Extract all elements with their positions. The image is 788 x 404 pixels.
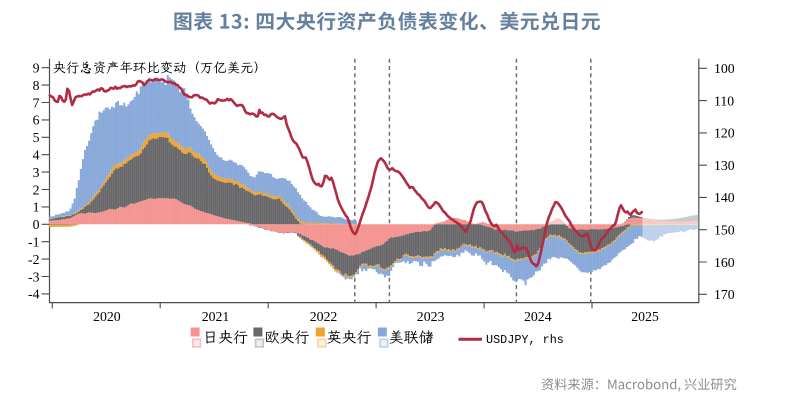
svg-text:2024: 2024: [524, 309, 552, 324]
svg-text:2021: 2021: [202, 309, 230, 324]
svg-text:130: 130: [714, 158, 735, 173]
svg-text:2022: 2022: [310, 309, 338, 324]
svg-text:2: 2: [33, 182, 40, 197]
svg-text:2025: 2025: [631, 309, 659, 324]
svg-text:1: 1: [33, 200, 40, 215]
svg-text:-2: -2: [28, 252, 40, 267]
svg-text:6: 6: [33, 113, 40, 128]
svg-text:140: 140: [714, 190, 735, 205]
svg-text:3: 3: [33, 165, 40, 180]
svg-text:160: 160: [714, 255, 735, 270]
svg-text:-4: -4: [28, 287, 40, 302]
svg-text:2020: 2020: [93, 309, 121, 324]
svg-text:0: 0: [33, 217, 40, 232]
svg-text:2023: 2023: [417, 309, 445, 324]
svg-text:110: 110: [714, 93, 734, 108]
svg-text:4: 4: [33, 148, 40, 163]
svg-text:170: 170: [714, 287, 735, 302]
svg-text:USDJPY, rhs: USDJPY, rhs: [486, 333, 564, 347]
svg-text:5: 5: [33, 130, 40, 145]
svg-text:-1: -1: [28, 235, 40, 250]
svg-text:-3: -3: [28, 269, 40, 284]
svg-text:100: 100: [714, 61, 735, 76]
svg-text:9: 9: [33, 61, 40, 76]
svg-text:150: 150: [714, 223, 735, 238]
svg-text:7: 7: [33, 95, 40, 110]
svg-text:120: 120: [714, 126, 735, 141]
svg-text:8: 8: [33, 78, 40, 93]
